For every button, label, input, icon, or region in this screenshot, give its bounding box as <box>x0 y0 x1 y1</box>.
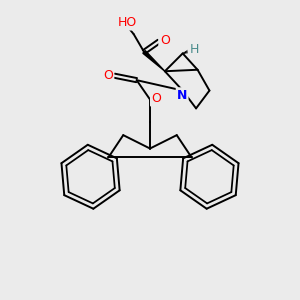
Text: H: H <box>189 43 199 56</box>
Text: O: O <box>103 69 113 82</box>
Text: O: O <box>103 69 113 82</box>
Text: O: O <box>152 92 161 105</box>
Text: O: O <box>151 92 162 105</box>
Text: O: O <box>160 34 170 46</box>
Text: N: N <box>177 88 187 101</box>
Text: HO: HO <box>117 16 138 29</box>
Text: O: O <box>152 92 161 105</box>
Text: HO: HO <box>118 16 137 29</box>
Text: O: O <box>160 34 170 46</box>
Text: N: N <box>177 88 187 101</box>
Text: O: O <box>160 34 170 46</box>
Text: H: H <box>189 43 199 56</box>
Text: N: N <box>177 88 187 101</box>
Text: HO: HO <box>118 16 137 29</box>
Text: H: H <box>189 43 199 56</box>
Text: O: O <box>103 69 113 82</box>
Polygon shape <box>143 51 165 71</box>
